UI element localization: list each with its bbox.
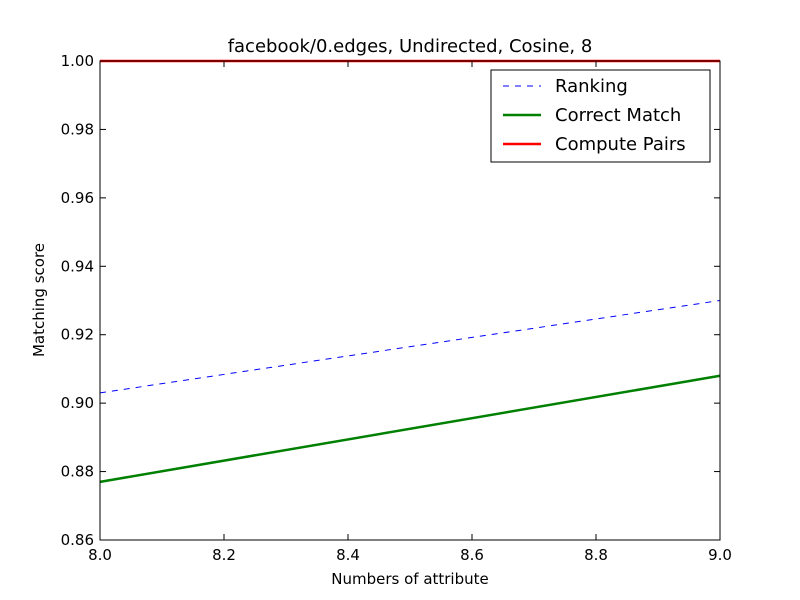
series-line-ranking [99,300,721,394]
x-tick-label: 8.0 [88,546,112,564]
x-axis-label: Numbers of attribute [331,570,489,588]
legend: Ranking Correct Match Compute Pairs [490,69,711,163]
y-axis-label: Matching score [30,243,48,357]
legend-label-ranking: Ranking [555,76,628,97]
x-tick-label: 8.6 [460,546,484,564]
chart-title: facebook/0.edges, Undirected, Cosine, 8 [228,36,593,57]
y-tick-label: 0.92 [61,326,94,344]
y-tick-label: 0.86 [61,531,94,549]
y-tick-label: 0.98 [61,120,94,138]
y-tick-label: 0.96 [61,189,94,207]
series-line-correct-match [99,374,721,484]
y-tick-label: 0.90 [61,394,94,412]
ticks-layer: 8.0 8.2 8.4 8.6 8.8 9.0 0.86 0.88 0.90 0.92 0.94 0.… [61,52,732,564]
y-tick-label: 0.88 [61,463,94,481]
x-tick-label: 9.0 [708,546,732,564]
x-tick-label: 8.2 [212,546,236,564]
y-tick-label: 1.00 [61,52,94,70]
legend-label-correct-match: Correct Match [555,105,681,126]
x-tick-label: 8.8 [584,546,608,564]
y-tick-label: 0.94 [61,257,94,275]
x-tick-label: 8.4 [336,546,360,564]
legend-label-compute-pairs: Compute Pairs [555,134,686,155]
plot-frame [99,60,721,541]
